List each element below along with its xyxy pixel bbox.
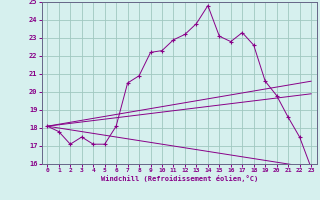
X-axis label: Windchill (Refroidissement éolien,°C): Windchill (Refroidissement éolien,°C) (100, 175, 258, 182)
